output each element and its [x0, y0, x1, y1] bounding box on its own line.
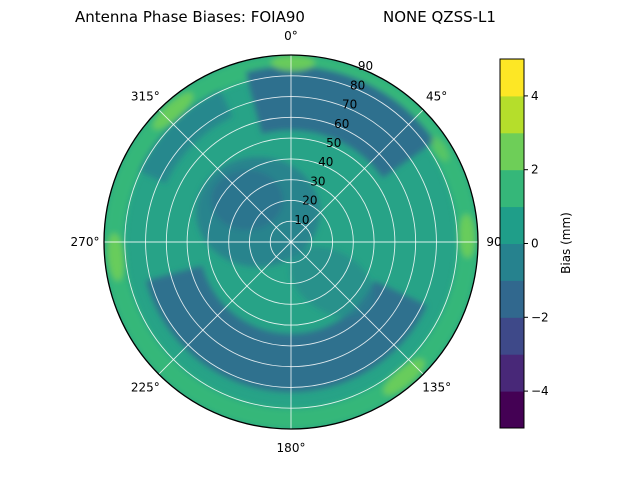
r-tick-label: 30 — [310, 174, 325, 188]
field-light-patch-left — [107, 233, 125, 281]
colorbar-band — [500, 95, 524, 134]
colorbar-ticks: 4 2 0 −2 −4 — [524, 89, 549, 398]
colorbar-band — [500, 132, 524, 171]
colorbar-band — [500, 169, 524, 208]
field-dark-ring-bottom — [146, 265, 427, 392]
colorbar-band — [500, 206, 524, 244]
r-tick-label: 60 — [334, 117, 349, 131]
colorbar-label: Bias (mm) — [559, 212, 573, 274]
colorbar-gradient — [500, 59, 524, 429]
colorbar-tick-label: 0 — [531, 237, 539, 251]
theta-tick-label: 315° — [131, 89, 160, 103]
field-light-patch-top — [271, 55, 315, 71]
theta-tick-label: 45° — [426, 89, 447, 103]
colorbar-band — [500, 59, 524, 97]
theta-tick-label: 270° — [71, 235, 100, 249]
r-tick-label: 10 — [294, 213, 309, 227]
chart-title-left: Antenna Phase Biases: FOIA90 — [75, 8, 305, 26]
field-light-patch-upper-right — [431, 136, 449, 162]
colorbar-band — [500, 317, 524, 355]
colorbar-tick-label: −2 — [531, 310, 549, 324]
theta-gridline — [290, 241, 424, 375]
field-light-patch-right — [458, 214, 476, 258]
field-dark-center-core — [211, 170, 283, 230]
polar-grid — [104, 55, 478, 429]
colorbar — [499, 58, 525, 429]
r-tick-label: 90 — [358, 59, 373, 73]
r-tick-label: 40 — [318, 155, 333, 169]
theta-gridline — [290, 109, 424, 243]
theta-tick-label: 225° — [131, 381, 160, 395]
field-dark-sector-top — [245, 66, 436, 178]
theta-tick-label: 0° — [284, 29, 298, 43]
colorbar-band — [500, 391, 524, 429]
field-light-patch-upper-left — [152, 92, 194, 130]
theta-tick-label: 135° — [422, 381, 451, 395]
colorbar-tick-label: 2 — [531, 163, 539, 177]
theta-tick-label: 180° — [277, 441, 306, 455]
polar-outline — [103, 54, 479, 430]
theta-gridline — [158, 241, 292, 375]
colorbar-tick-label: −4 — [531, 384, 549, 398]
r-tick-label: 50 — [326, 136, 341, 150]
field-dark-swirl-lower-right — [289, 246, 375, 318]
colorbar-band — [500, 243, 524, 281]
colorbar-band — [500, 354, 524, 392]
theta-gridline — [158, 109, 292, 243]
chart-title-right: NONE QZSS-L1 — [383, 8, 496, 26]
colorbar-band — [500, 280, 524, 318]
r-tick-label: 70 — [342, 98, 357, 112]
r-tick-label: 20 — [302, 194, 317, 208]
colorbar-tick-label: 4 — [531, 89, 539, 103]
r-tick-label: 80 — [350, 78, 365, 92]
field-light-patch-lower-right — [383, 358, 425, 396]
